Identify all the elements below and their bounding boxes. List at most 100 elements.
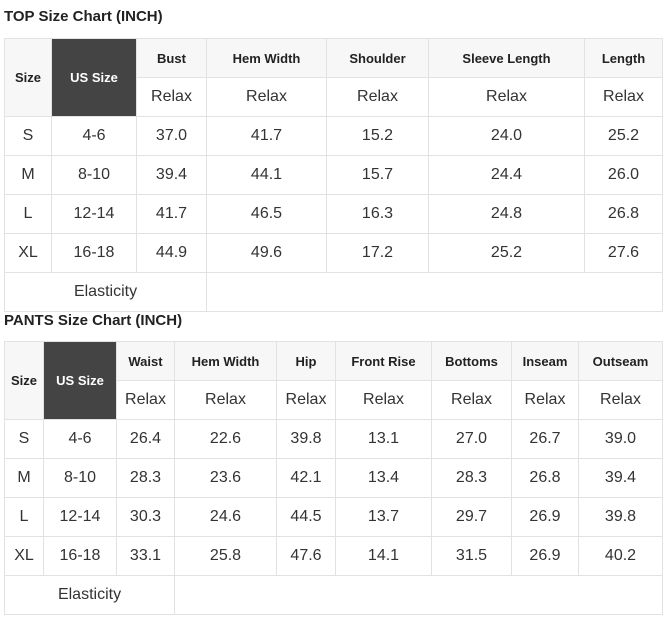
measure-cell: 27.0 xyxy=(431,419,512,459)
fit-label: Relax xyxy=(431,380,512,420)
measure-cell: 26.8 xyxy=(511,458,579,498)
fit-label: Relax xyxy=(174,380,277,420)
measure-cell: 39.0 xyxy=(578,419,663,459)
measure-cell: 14.1 xyxy=(335,536,432,576)
us-size-cell: 16-18 xyxy=(43,536,117,576)
column-header: Outseam xyxy=(578,341,663,381)
elasticity-label: Elasticity xyxy=(4,272,207,312)
column-header: Front Rise xyxy=(335,341,432,381)
column-header: Inseam xyxy=(511,341,579,381)
elasticity-row: Elasticity xyxy=(4,272,663,312)
elasticity-value xyxy=(206,272,663,312)
measure-cell: 13.1 xyxy=(335,419,432,459)
elasticity-label: Elasticity xyxy=(4,575,175,615)
header-row: Size US Size Bust Hem Width Shoulder Sleeve L… xyxy=(4,38,663,117)
us-size-cell: 8-10 xyxy=(43,458,117,498)
column-header: Hem Width xyxy=(174,341,277,381)
elasticity-value xyxy=(174,575,663,615)
size-cell: S xyxy=(4,116,52,156)
size-cell: L xyxy=(4,194,52,234)
fit-label: Relax xyxy=(584,77,663,117)
measure-cell: 44.1 xyxy=(206,155,327,195)
measure-cell: 40.2 xyxy=(578,536,663,576)
measure-cell: 37.0 xyxy=(136,116,207,156)
fit-label: Relax xyxy=(428,77,585,117)
measure-cell: 28.3 xyxy=(116,458,175,498)
measure-cell: 27.6 xyxy=(584,233,663,273)
us-size-cell: 12-14 xyxy=(51,194,137,234)
size-cell: M xyxy=(4,155,52,195)
size-cell: XL xyxy=(4,233,52,273)
measure-cell: 15.7 xyxy=(326,155,429,195)
us-size-header: US Size xyxy=(51,38,137,117)
measure-cell: 30.3 xyxy=(116,497,175,537)
table-row: S 4-6 37.0 41.7 15.2 24.0 25.2 xyxy=(4,116,663,156)
measure-cell: 23.6 xyxy=(174,458,277,498)
us-size-header: US Size xyxy=(43,341,117,420)
column-header: Hem Width xyxy=(206,38,327,78)
column-header: Length xyxy=(584,38,663,78)
column-header: Bust xyxy=(136,38,207,78)
measure-cell: 39.8 xyxy=(276,419,336,459)
us-size-cell: 8-10 xyxy=(51,155,137,195)
fit-label: Relax xyxy=(511,380,579,420)
table-row: L 12-14 30.3 24.6 44.5 13.7 29.7 26.9 39.8 xyxy=(4,497,663,537)
measure-cell: 24.4 xyxy=(428,155,585,195)
measure-cell: 26.4 xyxy=(116,419,175,459)
column-header: Waist xyxy=(116,341,175,381)
measure-cell: 41.7 xyxy=(136,194,207,234)
size-cell: M xyxy=(4,458,44,498)
table-row: L 12-14 41.7 46.5 16.3 24.8 26.8 xyxy=(4,194,663,234)
measure-cell: 13.7 xyxy=(335,497,432,537)
size-header: Size xyxy=(4,38,52,117)
measure-cell: 22.6 xyxy=(174,419,277,459)
fit-row: Relax Relax Relax Relax Relax Relax Relax xyxy=(5,380,663,420)
measure-cell: 44.5 xyxy=(276,497,336,537)
fit-label: Relax xyxy=(578,380,663,420)
measure-cell: 16.3 xyxy=(326,194,429,234)
column-header: Hip xyxy=(276,341,336,381)
measure-cell: 39.4 xyxy=(578,458,663,498)
table-row: XL 16-18 33.1 25.8 47.6 14.1 31.5 26.9 40.2 xyxy=(4,536,663,576)
measure-cell: 28.3 xyxy=(431,458,512,498)
table-row: S 4-6 26.4 22.6 39.8 13.1 27.0 26.7 39.0 xyxy=(4,419,663,459)
size-cell: S xyxy=(4,419,44,459)
measure-cell: 17.2 xyxy=(326,233,429,273)
measure-cell: 24.8 xyxy=(428,194,585,234)
fit-label: Relax xyxy=(136,77,207,117)
measure-cell: 15.2 xyxy=(326,116,429,156)
top-chart-title: TOP Size Chart (INCH) xyxy=(4,8,163,25)
fit-row: Relax Relax Relax Relax Relax xyxy=(5,77,663,117)
size-cell: L xyxy=(4,497,44,537)
measure-cell: 42.1 xyxy=(276,458,336,498)
fit-label: Relax xyxy=(276,380,336,420)
us-size-cell: 12-14 xyxy=(43,497,117,537)
measure-cell: 44.9 xyxy=(136,233,207,273)
measure-cell: 24.0 xyxy=(428,116,585,156)
table-row: M 8-10 39.4 44.1 15.7 24.4 26.0 xyxy=(4,155,663,195)
measure-cell: 26.0 xyxy=(584,155,663,195)
measure-cell: 24.6 xyxy=(174,497,277,537)
measure-cell: 47.6 xyxy=(276,536,336,576)
size-cell: XL xyxy=(4,536,44,576)
header-row: Size US Size Waist Hem Width Hip Front Rise Bo… xyxy=(4,341,663,420)
us-size-cell: 16-18 xyxy=(51,233,137,273)
measure-cell: 26.9 xyxy=(511,497,579,537)
measure-cell: 26.9 xyxy=(511,536,579,576)
measure-cell: 33.1 xyxy=(116,536,175,576)
pants-size-table: Size US Size Waist Hem Width Hip Front Rise Bo… xyxy=(4,341,663,615)
us-size-cell: 4-6 xyxy=(43,419,117,459)
measure-cell: 31.5 xyxy=(431,536,512,576)
fit-label: Relax xyxy=(206,77,327,117)
measure-cell: 39.4 xyxy=(136,155,207,195)
measure-cell: 26.7 xyxy=(511,419,579,459)
elasticity-row: Elasticity xyxy=(4,575,663,615)
top-size-table: Size US Size Bust Hem Width Shoulder Sleeve L… xyxy=(4,38,663,312)
measure-cell: 26.8 xyxy=(584,194,663,234)
column-header: Sleeve Length xyxy=(428,38,585,78)
measure-cell: 39.8 xyxy=(578,497,663,537)
table-row: XL 16-18 44.9 49.6 17.2 25.2 27.6 xyxy=(4,233,663,273)
measure-cell: 25.2 xyxy=(584,116,663,156)
measure-cell: 25.2 xyxy=(428,233,585,273)
measure-cell: 29.7 xyxy=(431,497,512,537)
